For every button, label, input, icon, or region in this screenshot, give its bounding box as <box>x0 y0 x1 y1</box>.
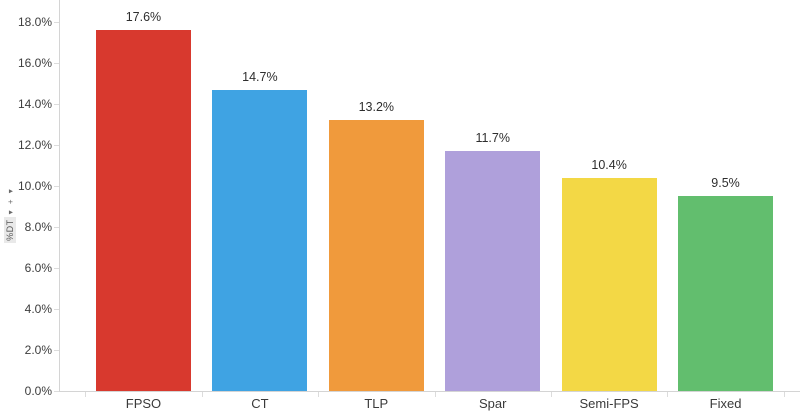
y-axis-tick-label: 8.0% <box>24 220 52 234</box>
y-axis-tick-mark <box>54 63 59 64</box>
y-axis-tick-mark <box>54 104 59 105</box>
x-axis-category-label: Spar <box>478 396 507 411</box>
x-axis-line <box>59 391 800 392</box>
x-axis-category-label: Semi-FPS <box>579 396 639 411</box>
y-axis-tick-label: 10.0% <box>17 179 52 193</box>
bar-value-label: 10.4% <box>591 157 627 172</box>
x-axis-category-label: Fixed <box>709 396 742 411</box>
bar-spar[interactable] <box>445 151 541 391</box>
y-axis-tick-mark <box>54 227 59 228</box>
y-axis-tick-label: 18.0% <box>17 15 52 29</box>
bar-semi-fps[interactable] <box>561 177 657 391</box>
y-axis-tick-label: 0.0% <box>24 384 52 398</box>
bar-fixed[interactable] <box>678 196 774 391</box>
x-axis-tick-mark <box>318 392 320 397</box>
bar-value-label: 17.6% <box>125 10 162 25</box>
y-axis-tick-mark <box>54 268 59 269</box>
x-axis-tick-mark <box>201 392 203 397</box>
y-axis-tick-label: 4.0% <box>24 302 52 316</box>
x-axis-tick-mark <box>434 392 436 397</box>
y-axis-tick-mark <box>54 309 59 310</box>
x-axis-tick-mark <box>85 392 87 397</box>
y-axis-tick-label: 12.0% <box>17 138 52 152</box>
y-axis-tick-mark <box>54 350 59 351</box>
y-axis-tick-mark <box>54 22 59 23</box>
bar-value-label: 13.2% <box>358 100 395 115</box>
bar-ct[interactable] <box>212 89 308 391</box>
x-axis-tick-mark <box>550 392 552 397</box>
y-axis-tick-mark <box>54 186 59 187</box>
y-axis-tick-mark <box>54 145 59 146</box>
y-axis-tick-mark <box>54 391 59 392</box>
y-axis-tick-label: 6.0% <box>24 261 52 275</box>
x-axis-category-label: FPSO <box>125 396 162 411</box>
bar-value-label: 14.7% <box>242 69 278 84</box>
bar-value-label: 9.5% <box>711 176 740 191</box>
bar-fpso[interactable] <box>95 30 191 391</box>
x-axis-category-label: CT <box>251 396 269 411</box>
x-axis-tick-mark <box>783 392 785 397</box>
x-axis-category-label: TLP <box>364 396 389 411</box>
bar-tlp[interactable] <box>328 120 424 391</box>
y-axis-tick-label: 16.0% <box>17 56 52 70</box>
y-axis-line <box>59 0 60 391</box>
x-axis-tick-mark <box>667 392 669 397</box>
bar-value-label: 11.7% <box>475 131 510 146</box>
y-axis-tick-label: 2.0% <box>24 343 52 357</box>
y-axis-tick-label: 14.0% <box>17 97 52 111</box>
